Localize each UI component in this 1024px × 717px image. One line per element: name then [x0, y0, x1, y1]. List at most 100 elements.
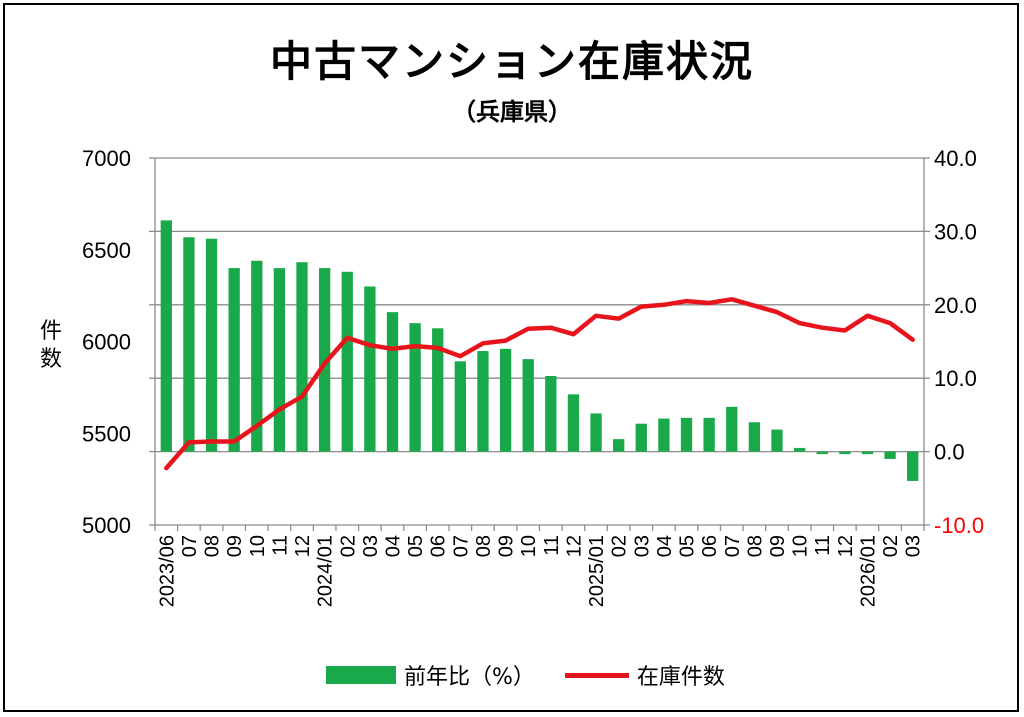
- line-point: [549, 326, 553, 330]
- line-point: [232, 440, 236, 444]
- line-point: [639, 305, 643, 309]
- x-tick-label: 04: [382, 535, 404, 557]
- x-tick-label: 11: [269, 535, 291, 556]
- x-tick-label: 03: [903, 535, 925, 557]
- bar: [839, 451, 851, 455]
- x-tick-label: 07: [722, 535, 744, 557]
- bar: [680, 417, 693, 452]
- legend-bar-swatch: [326, 666, 396, 684]
- bar: [861, 451, 874, 455]
- line-point: [413, 344, 417, 348]
- right-tick-label: 0.0: [934, 440, 965, 465]
- legend-label-inventory: 在庫件数: [636, 665, 725, 690]
- bar: [726, 406, 738, 452]
- line-point: [210, 440, 214, 444]
- x-tick-label: 09: [767, 535, 789, 557]
- chart-frame: [3, 3, 1019, 712]
- x-tick-label: 11: [541, 535, 563, 556]
- line-point: [504, 339, 508, 343]
- bar: [341, 271, 353, 452]
- legend: 前年比（%） 在庫件数: [326, 660, 755, 690]
- line-point: [911, 338, 915, 342]
- x-tick-label: 07: [179, 535, 201, 557]
- right-tick-label: -10.0: [934, 513, 984, 538]
- bar: [748, 422, 761, 452]
- bar: [228, 268, 240, 452]
- x-tick-label: 07: [450, 535, 472, 557]
- line-point: [752, 304, 756, 308]
- bar: [273, 268, 286, 452]
- left-tick-label: 7000: [82, 146, 131, 171]
- line-point: [526, 327, 530, 331]
- line-point: [662, 303, 666, 307]
- legend-line-swatch: [564, 672, 629, 678]
- bar: [816, 451, 828, 455]
- line-point: [798, 321, 802, 325]
- x-tick-label: 09: [496, 535, 518, 557]
- line-point: [368, 343, 372, 347]
- x-tick-label: 2025/01: [586, 535, 608, 607]
- line-point: [571, 332, 575, 336]
- bar: [590, 413, 602, 452]
- x-tick-label: 10: [790, 535, 812, 557]
- bar: [183, 237, 195, 452]
- x-tick-label: 2024/01: [315, 535, 337, 607]
- x-tick-label: 04: [654, 535, 676, 557]
- line-point: [707, 301, 711, 305]
- left-tick-label: 6500: [82, 238, 131, 263]
- x-tick-label: 10: [247, 535, 269, 557]
- right-tick-label: 40.0: [934, 146, 977, 171]
- legend-item-yoy: 前年比（%）: [326, 659, 535, 691]
- line-point: [865, 314, 869, 318]
- left-tick-label: 5500: [82, 421, 131, 446]
- line-point: [888, 321, 892, 325]
- bar: [771, 429, 783, 452]
- x-tick-label: 08: [202, 535, 224, 557]
- chart-title: 中古マンション在庫状況: [269, 37, 754, 86]
- bar: [499, 348, 512, 452]
- x-tick-label: 06: [428, 535, 450, 557]
- bar: [386, 312, 399, 452]
- x-tick-label: 2026/01: [857, 535, 879, 607]
- bar: [409, 323, 421, 452]
- bar: [296, 262, 308, 452]
- x-tick-label: 11: [812, 535, 834, 556]
- line-point: [255, 424, 259, 428]
- right-tick-label: 10.0: [934, 366, 977, 391]
- y-axis-label: 件 数: [36, 318, 66, 374]
- bar: [545, 375, 557, 452]
- bar: [884, 451, 896, 459]
- bar: [635, 423, 647, 452]
- left-tick-label: 6000: [82, 330, 131, 355]
- x-tick-label: 2023/06: [156, 535, 178, 607]
- legend-item-inventory: 在庫件数: [564, 659, 725, 691]
- right-tick-label: 20.0: [934, 293, 977, 318]
- x-tick-label: 10: [518, 535, 540, 557]
- x-tick-label: 08: [744, 535, 766, 557]
- bar: [658, 418, 670, 452]
- bar: [160, 220, 172, 452]
- chart-subtitle: （兵庫県）: [452, 98, 572, 126]
- y-axis-label-char: 数: [39, 347, 62, 372]
- bar: [205, 238, 218, 452]
- line-point: [300, 395, 304, 399]
- bar: [793, 447, 806, 452]
- x-tick-label: 12: [292, 535, 314, 557]
- y-axis-label-char: 件: [39, 319, 62, 344]
- bar: [567, 394, 580, 452]
- line-point: [458, 354, 462, 358]
- left-tick-label: 5000: [82, 513, 131, 538]
- bar: [432, 328, 444, 452]
- x-tick-label: 09: [224, 535, 246, 557]
- line-point: [843, 328, 847, 332]
- line-point: [730, 297, 734, 301]
- line-point: [820, 326, 824, 330]
- line-point: [436, 346, 440, 350]
- x-tick-label: 02: [609, 535, 631, 557]
- line-point: [685, 299, 689, 303]
- x-tick-label: 12: [835, 535, 857, 557]
- x-tick-label: 03: [360, 535, 382, 557]
- line-point: [390, 347, 394, 351]
- bar: [251, 260, 263, 452]
